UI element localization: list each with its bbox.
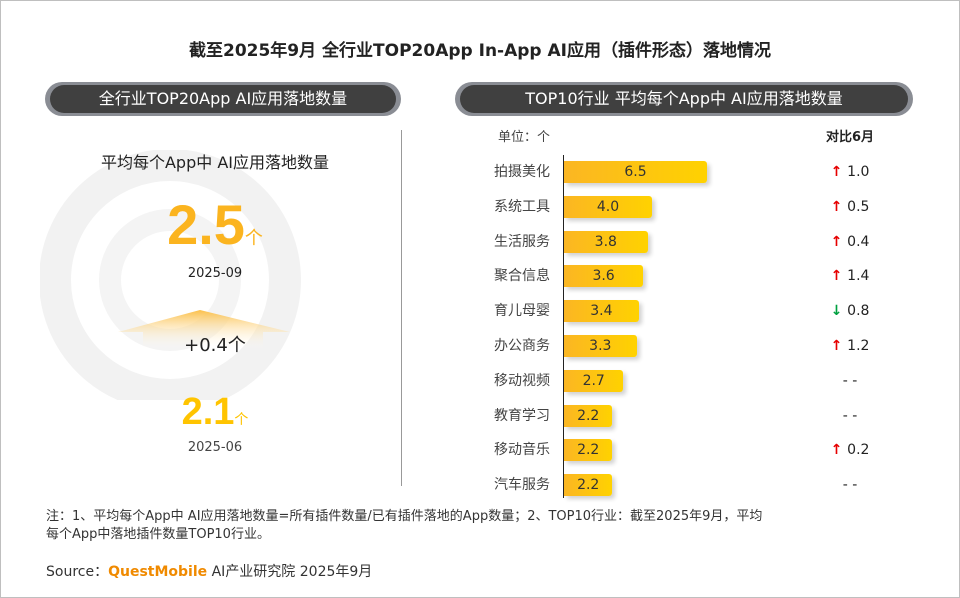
change-cell: ↑ 1.2 <box>800 337 900 355</box>
bar: 2.2 <box>564 404 613 427</box>
change-value: 1.0 <box>847 164 870 180</box>
category-label: 生活服务 <box>494 233 550 250</box>
current-date: 2025-09 <box>187 266 243 281</box>
page-title: 截至2025年9月 全行业TOP20App In-App AI应用（插件形态）落… <box>188 41 772 61</box>
bar: 6.5 <box>564 161 707 183</box>
bar: 3.6 <box>564 265 644 288</box>
bar: 2.2 <box>564 439 613 462</box>
arrow-up-icon: ↑ <box>830 338 848 354</box>
right-panel-header: TOP10行业 平均每个App中 AI应用落地数量 <box>455 82 913 116</box>
change-cell: ↑ 1.4 <box>800 267 900 285</box>
increase-arrow-icon <box>118 310 290 350</box>
change-cell: ↑ 0.5 <box>800 198 900 216</box>
left-panel-header: 全行业TOP20App AI应用落地数量 <box>45 82 401 116</box>
change-value: 0.5 <box>847 198 870 215</box>
bar: 2.7 <box>564 369 624 392</box>
arrow-up-icon: ↑ <box>830 233 848 250</box>
change-cell: ↑ 0.4 <box>800 233 900 251</box>
change-value: 1.4 <box>847 268 870 285</box>
change-cell: ↑ 1.0 <box>800 163 900 181</box>
change-value: - - <box>842 372 858 389</box>
source-brand: QuestMobile <box>108 564 208 580</box>
bar: 4.0 <box>564 195 652 218</box>
source-line: Source：QuestMobile AI产业研究院 2025年9月 <box>46 563 926 581</box>
left-subtitle: 平均每个App中 AI应用落地数量 <box>100 153 329 172</box>
unit-label: 单位：个 <box>498 130 551 145</box>
change-cell: - - <box>800 476 900 494</box>
previous-value: 2.1 <box>181 391 235 433</box>
bar: 2.2 <box>564 474 613 497</box>
bar: 3.3 <box>564 335 637 357</box>
y-axis-line <box>563 155 564 498</box>
change-cell: - - <box>800 407 900 425</box>
change-value: - - <box>842 407 858 424</box>
bar: 3.4 <box>564 300 639 323</box>
category-label: 拍摄美化 <box>494 164 550 180</box>
change-cell: ↓ 0.8 <box>800 302 900 320</box>
change-value: 0.2 <box>847 442 870 459</box>
previous-value-row: 2.1个 <box>45 390 385 442</box>
bar: 3.8 <box>564 230 648 253</box>
category-label: 移动视频 <box>494 372 550 389</box>
current-value: 2.5 <box>167 193 245 256</box>
category-label: 育儿母婴 <box>494 303 550 320</box>
change-value: 0.4 <box>847 233 870 250</box>
footnote-line2: 每个App中落地插件数量TOP10行业。 <box>46 527 270 542</box>
change-value: +0.4个 <box>184 335 246 356</box>
category-label: 办公商务 <box>494 338 550 354</box>
source-suffix: AI产业研究院 2025年9月 <box>207 564 373 580</box>
source-prefix: Source： <box>46 564 109 580</box>
current-value-row: 2.5个 <box>45 194 385 270</box>
category-label: 汽车服务 <box>494 477 550 494</box>
footnote-line1: 注：1、平均每个App中 AI应用落地数量=所有插件数量/已有插件落地的App数… <box>46 509 763 524</box>
divider <box>401 130 402 486</box>
current-unit: 个 <box>244 228 263 249</box>
arrow-up-icon: ↑ <box>830 268 848 285</box>
category-label: 系统工具 <box>494 198 550 215</box>
change-value: 0.8 <box>847 303 870 320</box>
change-cell: - - <box>800 372 900 390</box>
compare-header: 对比6月 <box>825 130 875 145</box>
footnote: 注：1、平均每个App中 AI应用落地数量=所有插件数量/已有插件落地的App数… <box>46 508 926 581</box>
previous-unit: 个 <box>234 412 249 428</box>
arrow-up-icon: ↑ <box>830 198 848 215</box>
category-label: 移动音乐 <box>494 442 550 459</box>
arrow-up-icon: ↑ <box>830 442 848 459</box>
change-value: - - <box>842 477 858 494</box>
category-label: 教育学习 <box>494 407 550 424</box>
change-value: 1.2 <box>847 338 870 354</box>
arrow-down-icon: ↓ <box>830 303 848 320</box>
category-label: 聚合信息 <box>494 268 550 285</box>
arrow-up-icon: ↑ <box>830 164 848 180</box>
change-cell: ↑ 0.2 <box>800 441 900 459</box>
previous-date: 2025-06 <box>187 440 243 455</box>
